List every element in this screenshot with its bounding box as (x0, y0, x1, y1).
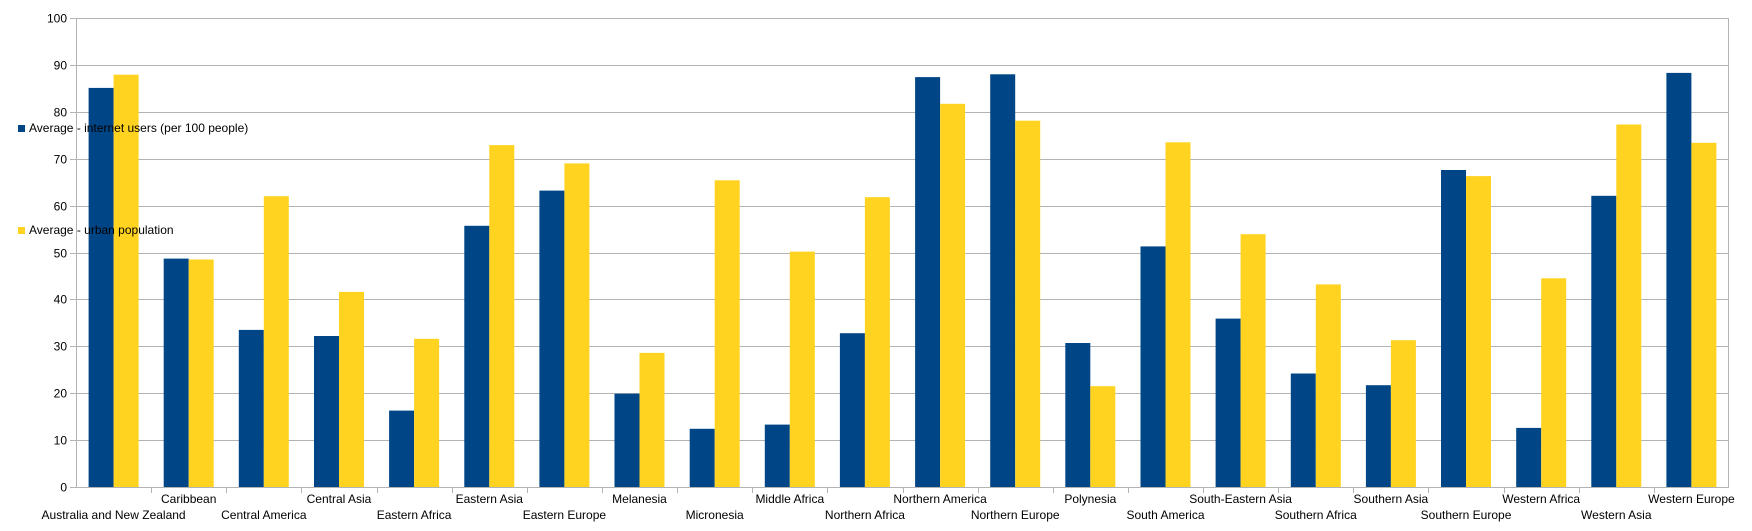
bar-urban-population-4 (414, 338, 440, 487)
y-tick-label-10: 10 (54, 434, 68, 448)
axes (70, 18, 1729, 493)
bar-urban-population-11 (940, 103, 966, 488)
bar-internet-users-19 (1516, 427, 1542, 487)
bar-urban-population-12 (1015, 120, 1041, 487)
x-tick-label-9: Middle Africa (755, 492, 824, 506)
x-tick-label-7: Melanesia (612, 492, 667, 506)
bar-internet-users-4 (389, 410, 415, 487)
bar-internet-users-2 (238, 329, 264, 487)
bar-internet-users-0 (88, 87, 114, 488)
x-tick-label-16: Southern Africa (1275, 508, 1357, 522)
y-tick-label-20: 20 (54, 387, 68, 401)
bar-urban-population-5 (489, 145, 515, 487)
bar-internet-users-3 (314, 336, 339, 487)
x-tick-label-19: Western Africa (1502, 492, 1580, 506)
bar-internet-users-11 (915, 77, 941, 487)
bar-internet-users-6 (539, 190, 565, 487)
y-tick-labels: 0 10 20 30 40 50 60 70 80 90 100 (47, 12, 67, 495)
legend-item-internet-users: Average - internet users (per 100 people… (18, 121, 248, 135)
x-tick-labels: Australia and New Zealand Caribbean Centra… (42, 492, 1735, 522)
x-tick-label-15: South-Eastern Asia (1189, 492, 1292, 506)
bar-urban-population-15 (1240, 234, 1266, 487)
bar-internet-users-14 (1140, 246, 1166, 487)
x-tick-label-20: Western Asia (1581, 508, 1652, 522)
x-tick-label-18: Southern Europe (1421, 508, 1512, 522)
x-tick-label-0: Australia and New Zealand (42, 508, 186, 522)
legend-item-urban-population: Average - urban population (18, 223, 174, 237)
x-tick-label-4: Eastern Africa (377, 508, 452, 522)
bar-internet-users-13 (1065, 343, 1091, 487)
x-tick-label-6: Eastern Europe (523, 508, 607, 522)
bar-urban-population-10 (864, 197, 890, 487)
x-tick-label-8: Micronesia (686, 508, 744, 522)
bar-urban-population-16 (1315, 284, 1341, 487)
y-tick-label-80: 80 (54, 106, 68, 120)
bar-internet-users-15 (1215, 318, 1241, 487)
bar-urban-population-2 (263, 196, 289, 487)
x-tick-label-3: Central Asia (307, 492, 372, 506)
x-tick-label-2: Central America (221, 508, 307, 522)
bar-urban-population-1 (188, 259, 214, 487)
bar-internet-users-8 (689, 428, 715, 487)
x-tick-label-10: Northern Africa (825, 508, 905, 522)
bar-urban-population-18 (1466, 176, 1491, 487)
bar-urban-population-3 (339, 291, 364, 487)
bar-urban-population-19 (1541, 278, 1567, 487)
legend-swatch-internet-users (18, 124, 25, 132)
x-tick-label-12: Northern Europe (971, 508, 1060, 522)
bar-internet-users-5 (464, 225, 490, 488)
bar-urban-population-8 (714, 180, 740, 488)
x-tick-label-1: Caribbean (161, 492, 216, 506)
bars (88, 72, 1717, 488)
bar-internet-users-1 (163, 258, 189, 487)
bar-internet-users-21 (1666, 72, 1692, 488)
bar-urban-population-6 (564, 163, 590, 487)
bar-internet-users-20 (1591, 195, 1617, 488)
x-tick-label-11: Northern America (893, 492, 987, 506)
y-tick-label-50: 50 (54, 247, 68, 261)
bar-internet-users-18 (1441, 170, 1466, 487)
y-tick-label-90: 90 (54, 59, 68, 73)
legend-label-urban-population: Average - urban population (29, 223, 174, 237)
bar-internet-users-9 (764, 424, 790, 487)
bar-urban-population-17 (1390, 340, 1416, 487)
legend-label-internet-users: Average - internet users (per 100 people… (29, 121, 249, 135)
bar-internet-users-7 (614, 393, 640, 487)
y-tick-label-60: 60 (54, 200, 68, 214)
bar-urban-population-21 (1691, 142, 1717, 488)
y-tick-label-30: 30 (54, 340, 68, 354)
bar-urban-population-13 (1090, 386, 1116, 487)
bar-internet-users-12 (990, 74, 1016, 488)
y-tick-label-0: 0 (60, 481, 67, 495)
x-tick-label-14: South America (1126, 508, 1204, 522)
legend-swatch-urban-population (18, 226, 25, 234)
x-tick-label-21: Western Europe (1648, 492, 1735, 506)
bar-urban-population-0 (113, 74, 139, 487)
bar-urban-population-20 (1616, 124, 1642, 487)
y-tick-label-70: 70 (54, 153, 68, 167)
bar-internet-users-10 (839, 333, 865, 487)
y-tick-label-40: 40 (54, 293, 68, 307)
x-tick-label-17: Southern Asia (1354, 492, 1429, 506)
y-tick-label-100: 100 (47, 12, 67, 26)
bar-urban-population-14 (1165, 142, 1191, 488)
x-tick-label-5: Eastern Asia (456, 492, 524, 506)
x-tick-label-13: Polynesia (1064, 492, 1116, 506)
bar-internet-users-16 (1290, 373, 1316, 487)
bar-internet-users-17 (1365, 385, 1391, 487)
bar-urban-population-7 (639, 352, 665, 487)
bar-urban-population-9 (789, 251, 815, 487)
